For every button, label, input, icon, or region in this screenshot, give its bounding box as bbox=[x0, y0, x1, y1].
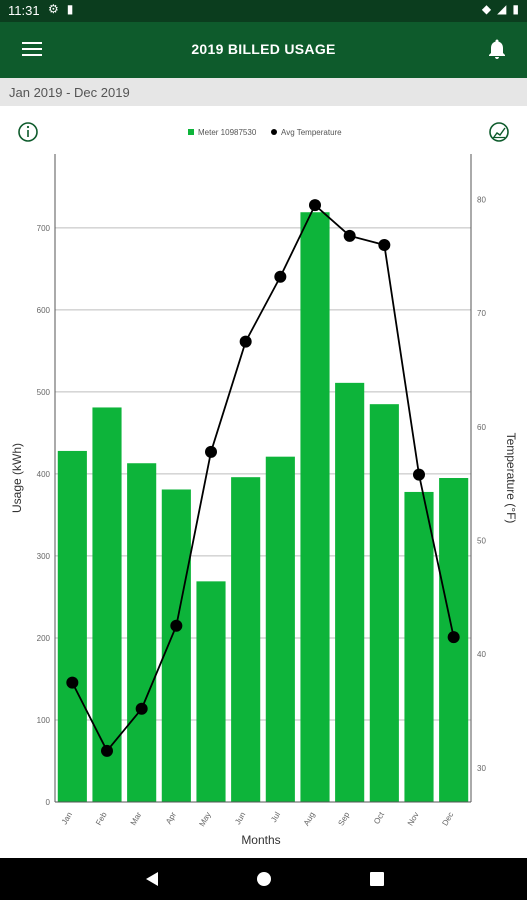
y-tick-label-left: 0 bbox=[46, 798, 51, 807]
bar bbox=[127, 463, 157, 802]
bar bbox=[369, 404, 399, 802]
temperature-point bbox=[447, 631, 460, 644]
temperature-point bbox=[239, 335, 252, 348]
temperature-point bbox=[413, 468, 425, 481]
bar bbox=[404, 491, 434, 802]
menu-icon[interactable] bbox=[20, 38, 44, 62]
x-tick-label: Sep bbox=[336, 810, 351, 827]
y-tick-label-left: 400 bbox=[37, 470, 51, 479]
temperature-point bbox=[66, 676, 79, 689]
app-bar: 2019 BILLED USAGE bbox=[0, 22, 527, 78]
y-tick-label-left: 100 bbox=[37, 716, 51, 725]
battery-icon: ▮ bbox=[512, 2, 519, 16]
temperature-point bbox=[205, 445, 217, 458]
info-icon[interactable] bbox=[18, 122, 38, 142]
temperature-point bbox=[170, 619, 183, 632]
wifi-icon: ◆ bbox=[481, 2, 492, 16]
axis-labels: Months Usage (kWh) Temperature (°F) bbox=[10, 433, 518, 847]
temperature-point bbox=[135, 702, 148, 715]
y-tick-label-right: 40 bbox=[477, 650, 486, 659]
y-tick-label-right: 60 bbox=[477, 423, 486, 432]
chart-legend: Meter 10987530 Avg Temperature bbox=[188, 128, 342, 137]
temperature-point bbox=[274, 270, 287, 283]
legend-label-line: Avg Temperature bbox=[281, 128, 342, 137]
temperature-point bbox=[101, 744, 113, 757]
temperature-point bbox=[378, 238, 391, 251]
legend-swatch-bar bbox=[188, 129, 194, 135]
y-tick-label-left: 600 bbox=[37, 306, 51, 315]
date-range-bar: Jan 2019 - Dec 2019 bbox=[0, 78, 527, 106]
y-tick-label-left: 300 bbox=[37, 552, 51, 561]
legend-swatch-line bbox=[271, 129, 277, 135]
chart-axes: 0 100 200 300 400 500 600 700 30 40 50 60 70 80 Jan Feb… bbox=[37, 154, 486, 829]
sim-icon: ▮ bbox=[66, 2, 74, 16]
x-tick-label: Apr bbox=[164, 810, 178, 826]
bar bbox=[265, 456, 295, 802]
x-tick-label: Nov bbox=[406, 811, 421, 828]
date-range-label: Jan 2019 - Dec 2019 bbox=[9, 85, 130, 100]
bar bbox=[300, 212, 330, 802]
usage-chart: Meter 10987530 Avg Temperature 0 100 200 300… bbox=[10, 122, 518, 847]
temperature-path bbox=[71, 203, 455, 753]
home-icon[interactable] bbox=[256, 871, 272, 887]
legend-label-bar: Meter 10987530 bbox=[198, 128, 257, 137]
page-title: 2019 BILLED USAGE bbox=[191, 41, 336, 57]
x-tick-label: Mar bbox=[129, 810, 144, 827]
y-tick-label-left: 500 bbox=[37, 388, 51, 397]
usage-bars bbox=[57, 212, 469, 802]
bar bbox=[161, 489, 191, 802]
x-axis-title: Months bbox=[241, 833, 280, 847]
y-tick-label-right: 50 bbox=[477, 537, 486, 546]
signal-icon: ◢ bbox=[497, 2, 507, 16]
y-axis-title-right: Temperature (°F) bbox=[504, 433, 518, 524]
y-tick-label-left: 200 bbox=[37, 634, 51, 643]
y-tick-label-right: 80 bbox=[477, 195, 486, 204]
bar bbox=[196, 581, 226, 802]
settings-icon: ⚙ bbox=[48, 2, 59, 16]
y-tick-label-right: 70 bbox=[477, 309, 486, 318]
status-bar: 11:31 ⚙ ▮ ◆ ◢ ▮ bbox=[0, 0, 527, 22]
x-tick-label: Aug bbox=[302, 811, 317, 828]
system-nav-bar bbox=[0, 858, 527, 900]
temperature-point bbox=[309, 199, 321, 212]
recents-icon[interactable] bbox=[369, 871, 385, 887]
y-tick-label-right: 30 bbox=[477, 764, 486, 773]
bar bbox=[335, 382, 365, 802]
y-tick-label-left: 700 bbox=[37, 224, 51, 233]
bell-icon[interactable] bbox=[485, 37, 509, 61]
x-tick-label: Jan bbox=[60, 811, 74, 827]
temperature-line bbox=[66, 199, 460, 757]
back-icon[interactable] bbox=[144, 871, 160, 887]
chart-toggle-icon[interactable] bbox=[489, 122, 509, 142]
status-time: 11:31 bbox=[8, 3, 40, 18]
temperature-point bbox=[343, 229, 356, 242]
x-tick-label: Jun bbox=[233, 811, 247, 827]
bar bbox=[92, 407, 122, 802]
x-tick-label: May bbox=[197, 811, 212, 829]
x-tick-label: Jul bbox=[269, 810, 282, 824]
x-tick-label: Dec bbox=[440, 811, 455, 828]
bar bbox=[57, 450, 87, 802]
y-axis-title-left: Usage (kWh) bbox=[10, 443, 24, 513]
bar bbox=[231, 477, 261, 802]
x-tick-label: Feb bbox=[94, 810, 109, 827]
x-tick-label: Oct bbox=[372, 810, 386, 826]
